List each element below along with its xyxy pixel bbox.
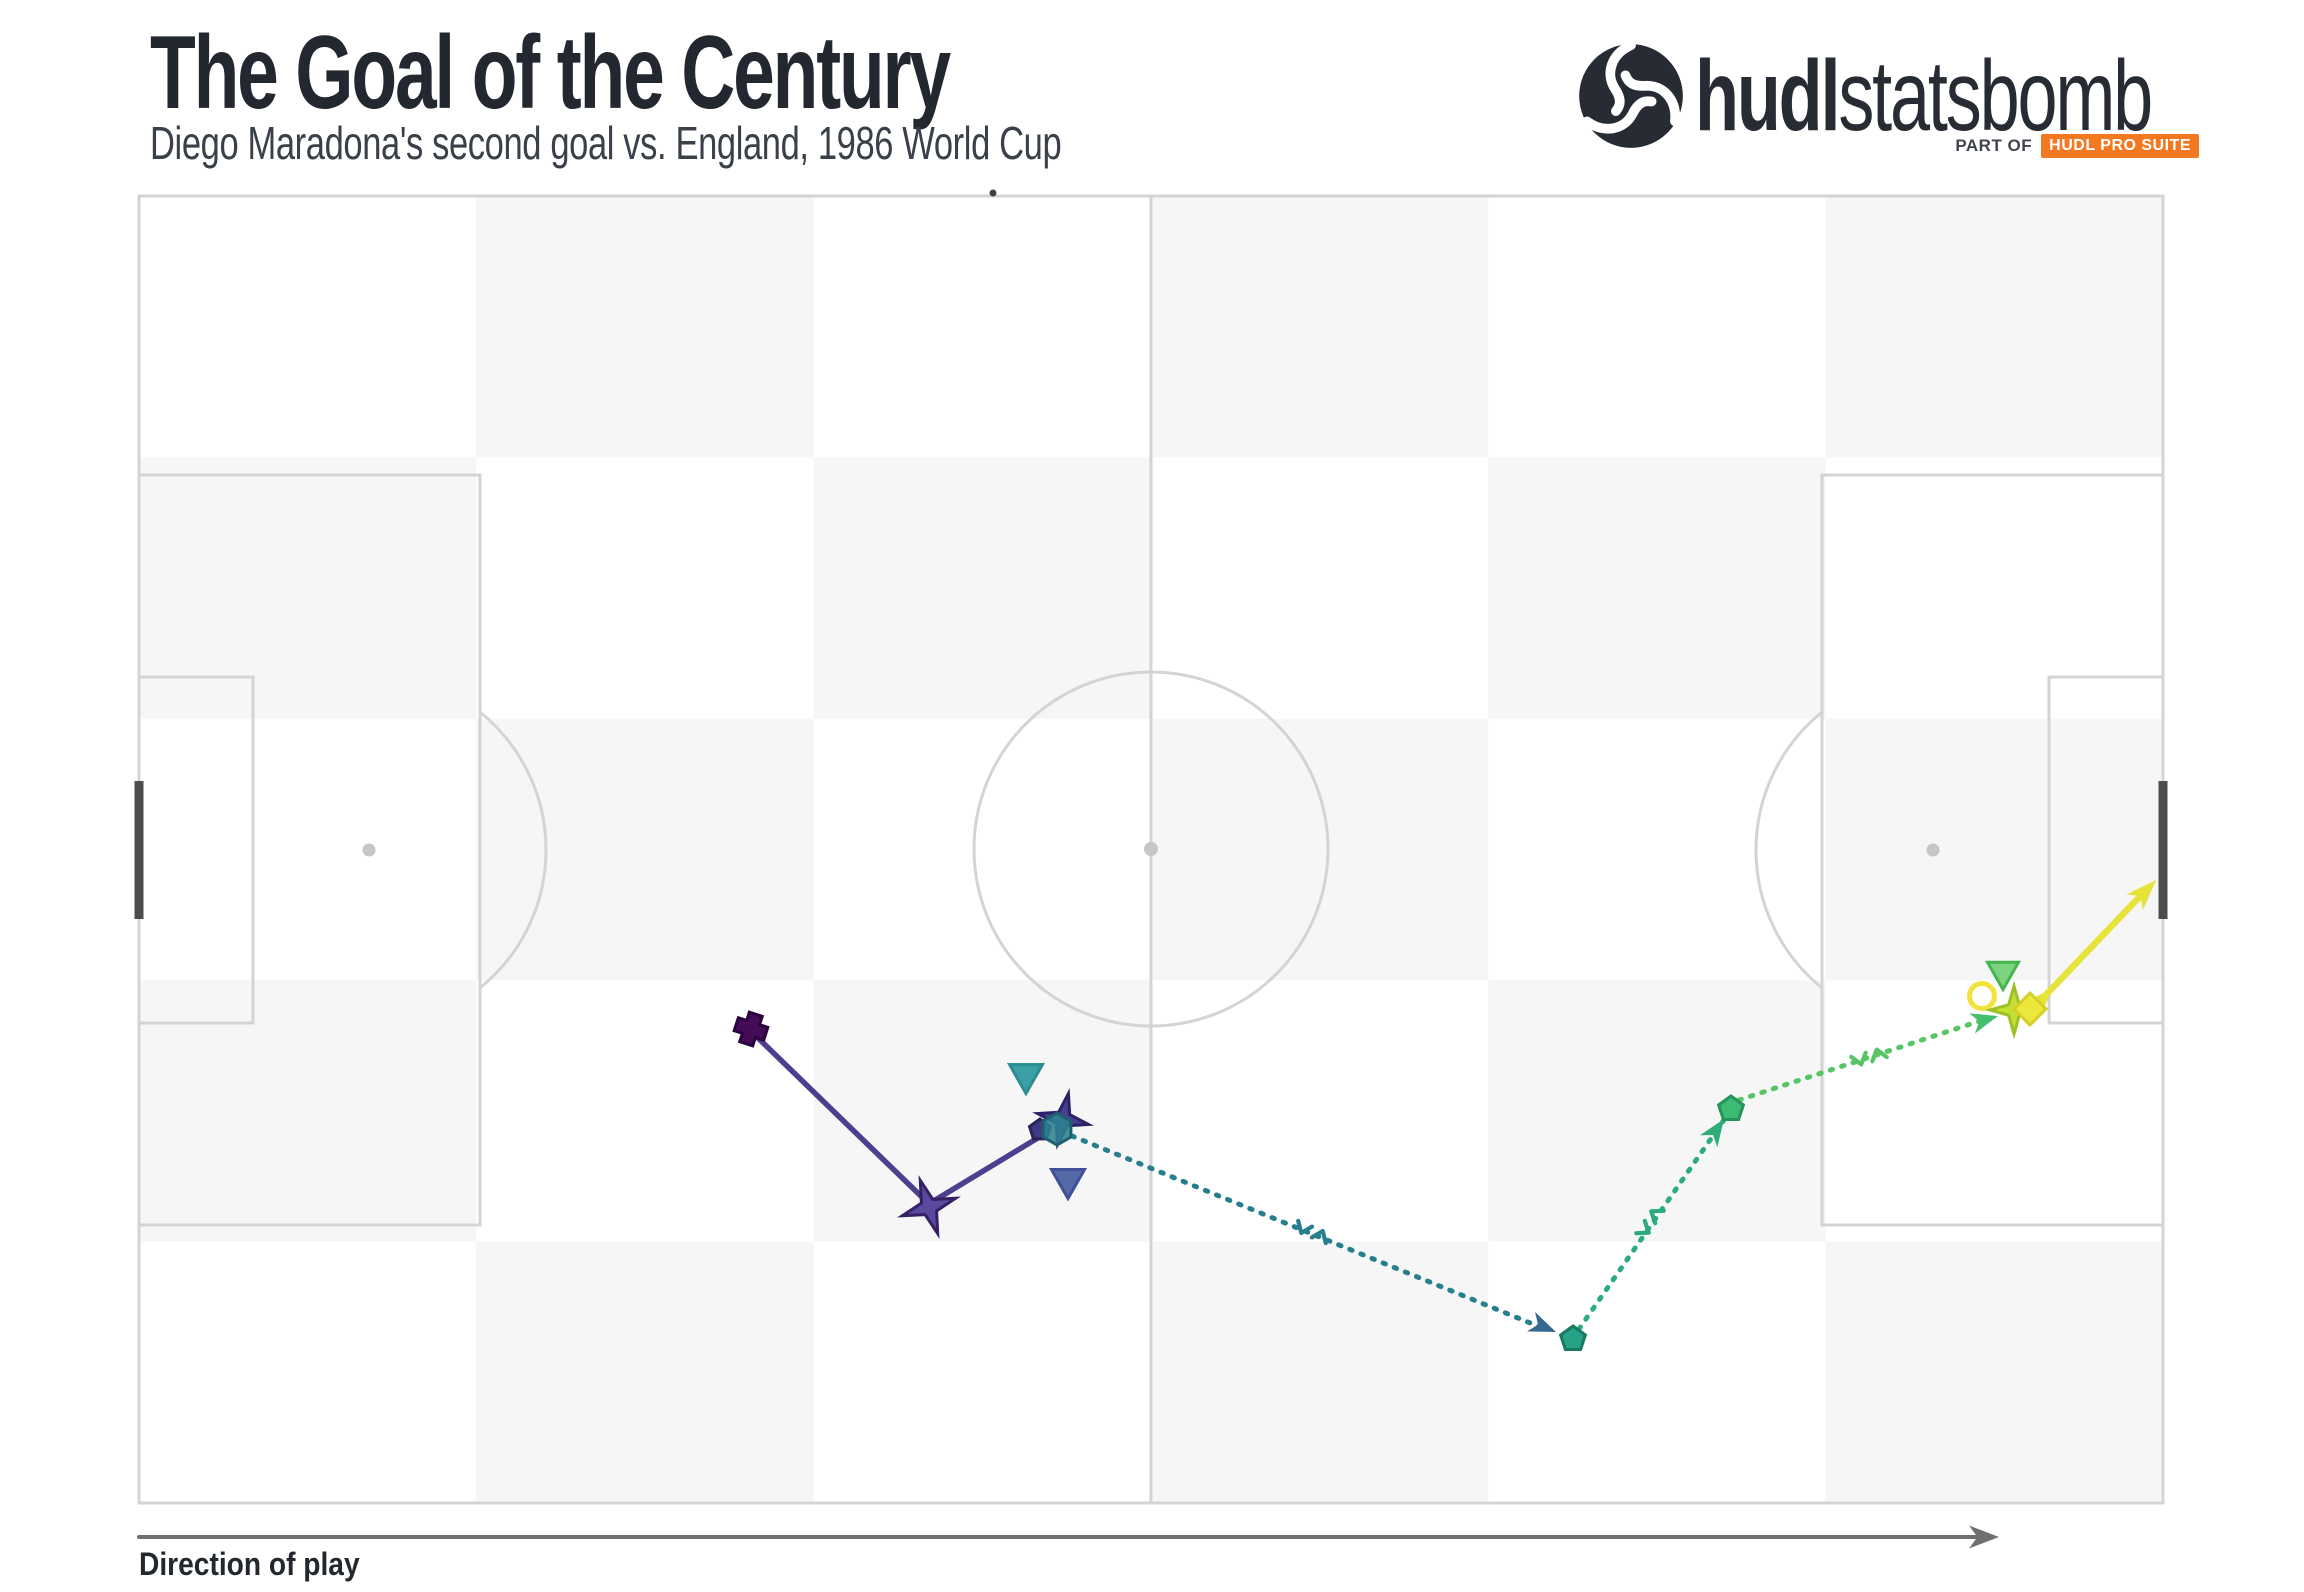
carry-end-pentagon-2 bbox=[1716, 1094, 1746, 1121]
hudl-pro-suite-badge: HUDL PRO SUITE bbox=[2041, 134, 2199, 158]
left-goal bbox=[134, 781, 144, 919]
left-penalty-arc bbox=[479, 710, 548, 990]
carry-end-pentagon-1 bbox=[1558, 1324, 1588, 1351]
pressure-triangle-green bbox=[1984, 960, 2022, 993]
brand-logo: hudlstatsbomb bbox=[1577, 40, 2304, 152]
shot-end-arrowhead bbox=[2126, 880, 2156, 911]
brand-statsbomb: statsbomb bbox=[1838, 39, 2153, 152]
carry-1-arrowhead bbox=[1527, 1312, 1556, 1332]
direction-of-play-label: Direction of play bbox=[139, 1546, 360, 1582]
pitch-zone-shading bbox=[1151, 1241, 1489, 1503]
pitch-zone-shading bbox=[139, 457, 477, 719]
chevron-down-icon bbox=[1296, 1218, 1315, 1236]
right-penalty-spot bbox=[1926, 843, 1940, 857]
pitch-zone-shading bbox=[1825, 1241, 2163, 1503]
pass-line-2 bbox=[929, 1130, 1049, 1205]
direction-of-play-arrowhead bbox=[1969, 1525, 1999, 1549]
take-on-star-1 bbox=[897, 1175, 961, 1239]
chevron-up-icon bbox=[1309, 1228, 1328, 1246]
carry-2-arrowhead bbox=[1700, 1119, 1724, 1148]
brand-partof: PART OF HUDL PRO SUITE bbox=[1955, 134, 2199, 158]
touch-hexagon bbox=[1041, 1111, 1073, 1147]
pitch-zone-shading bbox=[1488, 980, 1826, 1242]
right-penalty-arc bbox=[1754, 710, 1823, 990]
page-title: The Goal of the Century bbox=[150, 15, 951, 131]
ball-receipt-plus bbox=[732, 1010, 770, 1048]
pitch-zone-shading bbox=[1825, 718, 2163, 981]
shot-touch-diamond bbox=[2011, 990, 2049, 1028]
pass-line-1 bbox=[753, 1033, 928, 1203]
carry-line-2 bbox=[1576, 1114, 1729, 1332]
right-goal bbox=[2158, 781, 2168, 919]
stray-dot bbox=[989, 189, 997, 197]
page-subtitle: Diego Maradona's second goal vs. England… bbox=[150, 117, 1062, 169]
chevron-down-icon bbox=[1849, 1050, 1868, 1067]
pressure-triangle-teal bbox=[1006, 1063, 1046, 1097]
pitch-zone-shading bbox=[139, 980, 477, 1242]
center-spot bbox=[1144, 842, 1158, 856]
pitch-zone-shading bbox=[1151, 196, 1489, 458]
shot-start-arrowhead bbox=[2028, 989, 2052, 1013]
pitch-zone-shading bbox=[1488, 457, 1826, 719]
chevron-up-icon bbox=[1649, 1208, 1666, 1226]
pitch-zone-shading bbox=[476, 718, 814, 981]
goalkeeper-ring bbox=[1967, 981, 1997, 1011]
dribble-chevrons-2 bbox=[1634, 1208, 1666, 1236]
left-six-yard-box bbox=[137, 675, 255, 1025]
chevron-down-icon bbox=[1634, 1218, 1651, 1236]
dribble-chevrons-1 bbox=[1296, 1218, 1328, 1246]
brand-wordmark: hudlstatsbomb bbox=[1695, 39, 2153, 154]
partof-label: PART OF bbox=[1955, 136, 2033, 155]
statsbomb-logo-icon bbox=[1577, 42, 1685, 150]
pitch-zone-shading bbox=[476, 196, 814, 458]
left-penalty-spot bbox=[362, 843, 376, 857]
pressure-triangle-blue bbox=[1048, 1168, 1088, 1202]
pitch-zone-shading bbox=[1151, 718, 1489, 981]
shot-line bbox=[2037, 886, 2150, 1004]
brand-hudl: hudl bbox=[1695, 39, 1840, 152]
chevron-up-icon bbox=[1870, 1047, 1889, 1064]
pitch-zone-shading bbox=[1825, 196, 2163, 458]
pitch-zone-shading bbox=[476, 1241, 814, 1503]
pitch-zone-shading bbox=[813, 980, 1151, 1242]
carry-3-arrowhead bbox=[1969, 1013, 1998, 1034]
center-circle bbox=[972, 670, 1330, 1028]
dribble-chevrons-3 bbox=[1849, 1047, 1889, 1067]
pitch-zone-shading bbox=[813, 457, 1151, 719]
